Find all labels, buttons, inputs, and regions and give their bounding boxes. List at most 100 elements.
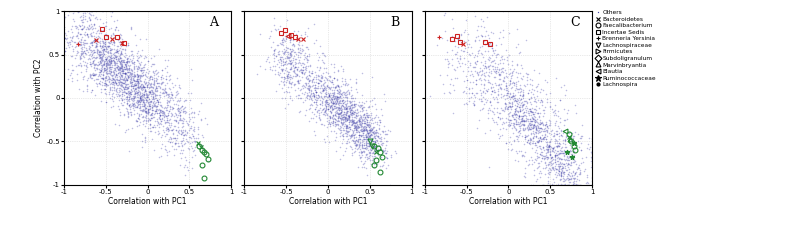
Point	[160, 106, 173, 110]
Point	[114, 41, 126, 44]
Point	[329, 85, 342, 88]
Point	[80, 52, 93, 56]
Point	[111, 44, 124, 47]
Point	[318, 103, 331, 106]
Point	[523, 122, 536, 126]
Point	[497, 9, 510, 13]
Point	[454, 38, 466, 42]
Point	[183, 135, 196, 139]
Point	[135, 68, 148, 71]
Point	[114, 89, 126, 93]
Point	[526, 110, 538, 114]
Point	[503, 79, 516, 82]
Point	[448, 88, 461, 92]
Point	[286, 98, 298, 101]
Point	[366, 75, 378, 78]
Point	[357, 128, 370, 132]
Point	[578, 170, 590, 173]
Point	[99, 62, 112, 66]
Point	[303, 119, 316, 123]
Point	[140, 110, 153, 113]
Point	[291, 61, 304, 65]
Point	[138, 138, 151, 142]
Point	[342, 126, 354, 130]
Point	[346, 105, 359, 109]
Point	[362, 131, 375, 135]
Point	[138, 102, 150, 106]
Point	[306, 85, 318, 88]
Point	[462, 59, 475, 63]
Point	[124, 87, 137, 90]
Point	[108, 56, 121, 60]
Point	[505, 76, 518, 80]
Point	[371, 134, 384, 137]
Point	[84, 40, 97, 44]
Point	[150, 104, 163, 108]
Point	[320, 76, 333, 80]
Point	[173, 112, 186, 115]
Point	[323, 74, 336, 78]
Point	[331, 91, 344, 95]
Point	[118, 77, 130, 80]
Point	[180, 111, 193, 114]
Point	[172, 118, 185, 122]
Point	[474, 70, 486, 73]
Point	[526, 92, 539, 96]
Point	[570, 183, 583, 186]
Point	[525, 158, 538, 162]
Point	[340, 119, 353, 122]
Point	[367, 162, 380, 165]
Point	[126, 82, 138, 86]
Point	[447, 68, 460, 71]
Point	[371, 149, 384, 153]
Point	[286, 49, 298, 53]
Point	[319, 80, 332, 84]
Point	[98, 68, 111, 71]
Point	[356, 135, 369, 138]
Point	[459, 86, 472, 89]
Point	[90, 29, 103, 33]
Point	[103, 42, 116, 45]
Point	[333, 105, 346, 108]
Point	[530, 100, 542, 104]
Point	[178, 142, 191, 146]
Point	[335, 123, 348, 127]
Point	[86, 61, 99, 65]
Point	[535, 126, 548, 130]
Point	[516, 128, 529, 132]
Point	[540, 141, 553, 144]
Point	[489, 65, 502, 69]
Point	[342, 114, 355, 118]
Point	[110, 90, 123, 93]
Point	[131, 83, 144, 87]
Point	[506, 102, 518, 106]
Point	[549, 155, 562, 158]
Point	[279, 81, 292, 84]
Point	[360, 130, 373, 133]
Point	[122, 74, 134, 78]
Point	[562, 162, 574, 166]
Point	[521, 101, 534, 105]
Point	[343, 114, 356, 118]
Point	[368, 145, 381, 149]
Point	[362, 137, 374, 141]
Point	[337, 90, 350, 94]
Point	[282, 61, 295, 65]
Point	[150, 107, 162, 110]
Point	[534, 135, 546, 139]
Point	[343, 99, 356, 102]
Point	[159, 91, 172, 94]
Point	[121, 70, 134, 74]
Point	[550, 151, 562, 155]
Point	[123, 94, 136, 97]
Point	[114, 77, 126, 81]
Point	[331, 116, 344, 120]
Point	[113, 86, 126, 90]
Point	[555, 171, 568, 175]
Point	[74, 44, 86, 47]
Point	[160, 77, 173, 81]
Point	[496, 78, 509, 82]
Point	[348, 128, 361, 132]
Point	[514, 83, 527, 87]
Point	[322, 122, 334, 126]
